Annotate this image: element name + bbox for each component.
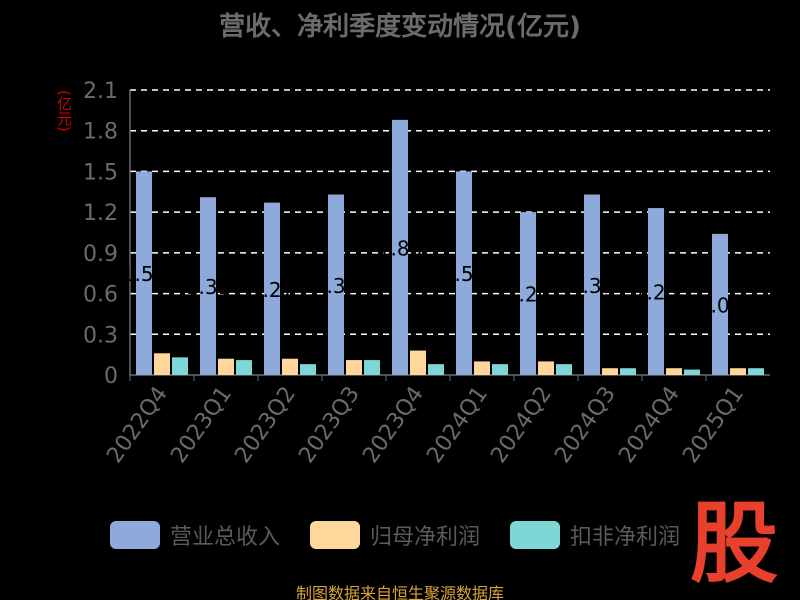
legend-label-revenue[interactable]: 营业总收入 <box>170 525 281 550</box>
bar-net-profit <box>538 361 554 375</box>
legend-swatch-net-profit[interactable] <box>310 521 360 549</box>
legend-label-deducted-profit[interactable]: 扣非净利润 <box>570 525 681 550</box>
data-label-revenue: 1.50 <box>442 262 487 286</box>
data-source-note: 制图数据来自恒生聚源数据库 <box>295 584 504 600</box>
x-tick-label: 2023Q2 <box>230 382 301 468</box>
legend-label-net-profit[interactable]: 归母净利润 <box>370 525 481 550</box>
y-tick-label: 2.1 <box>83 79 118 104</box>
bar-deducted-profit <box>684 369 700 375</box>
bar-deducted-profit <box>172 357 188 375</box>
bar-deducted-profit <box>492 364 508 375</box>
bar-net-profit <box>730 368 746 375</box>
legend-swatch-deducted-profit[interactable] <box>510 521 560 549</box>
bar-net-profit <box>282 358 298 375</box>
data-label-revenue: 1.31 <box>186 275 231 299</box>
x-tick-label: 2024Q1 <box>422 382 493 468</box>
legend-swatch-revenue[interactable] <box>110 521 160 549</box>
x-tick-label: 2023Q3 <box>294 382 365 468</box>
data-label-revenue: 1.33 <box>314 274 359 298</box>
bar-net-profit <box>218 358 234 375</box>
bar-net-profit <box>154 353 170 375</box>
bar-revenue <box>520 212 536 375</box>
bar-deducted-profit <box>236 360 252 375</box>
bar-revenue <box>648 208 664 375</box>
x-tick-label: 2025Q1 <box>678 382 749 468</box>
bar-revenue <box>392 119 408 375</box>
bar-net-profit <box>474 361 490 375</box>
bar-revenue <box>136 171 152 375</box>
x-tick-label: 2024Q4 <box>614 382 685 468</box>
bar-deducted-profit <box>428 364 444 375</box>
y-tick-label: 0 <box>104 364 118 389</box>
bar-revenue <box>328 194 344 375</box>
x-tick-label: 2023Q4 <box>358 382 429 468</box>
bar-net-profit <box>410 350 426 375</box>
x-tick-label: 2024Q3 <box>550 382 621 468</box>
data-label-revenue: 1.88 <box>378 236 423 260</box>
bar-revenue <box>456 171 472 375</box>
bar-deducted-profit <box>748 368 764 375</box>
y-tick-label: 1.8 <box>83 120 118 145</box>
bar-net-profit <box>666 368 682 375</box>
bar-net-profit <box>602 368 618 375</box>
bar-revenue <box>584 194 600 375</box>
y-tick-label: 1.5 <box>83 160 118 185</box>
y-tick-label: 0.3 <box>83 323 118 348</box>
data-label-revenue: 1.04 <box>698 293 743 317</box>
chart-title: 营收、净利季度变动情况(亿元) <box>219 12 581 42</box>
x-tick-label: 2022Q4 <box>102 382 173 468</box>
bar-deducted-profit <box>364 360 380 375</box>
x-tick-label: 2023Q1 <box>166 382 237 468</box>
bar-revenue <box>200 197 216 375</box>
y-tick-label: 1.2 <box>83 201 118 226</box>
bar-deducted-profit <box>300 364 316 375</box>
bar-net-profit <box>346 360 362 375</box>
data-label-revenue: 1.33 <box>570 274 615 298</box>
y-tick-label: 0.9 <box>83 242 118 267</box>
data-label-revenue: 1.27 <box>250 278 295 302</box>
x-tick-label: 2024Q2 <box>486 382 557 468</box>
watermark-logo: 股 <box>690 492 779 595</box>
bar-deducted-profit <box>556 364 572 375</box>
bar-revenue <box>712 233 728 375</box>
y-axis-unit-label: (亿元) <box>55 90 73 132</box>
data-label-revenue: 1.23 <box>634 281 679 305</box>
bar-revenue <box>264 202 280 375</box>
data-label-revenue: 1.50 <box>122 262 167 286</box>
data-label-revenue: 1.20 <box>506 283 551 307</box>
y-tick-label: 0.6 <box>83 283 118 308</box>
bar-deducted-profit <box>620 368 636 375</box>
